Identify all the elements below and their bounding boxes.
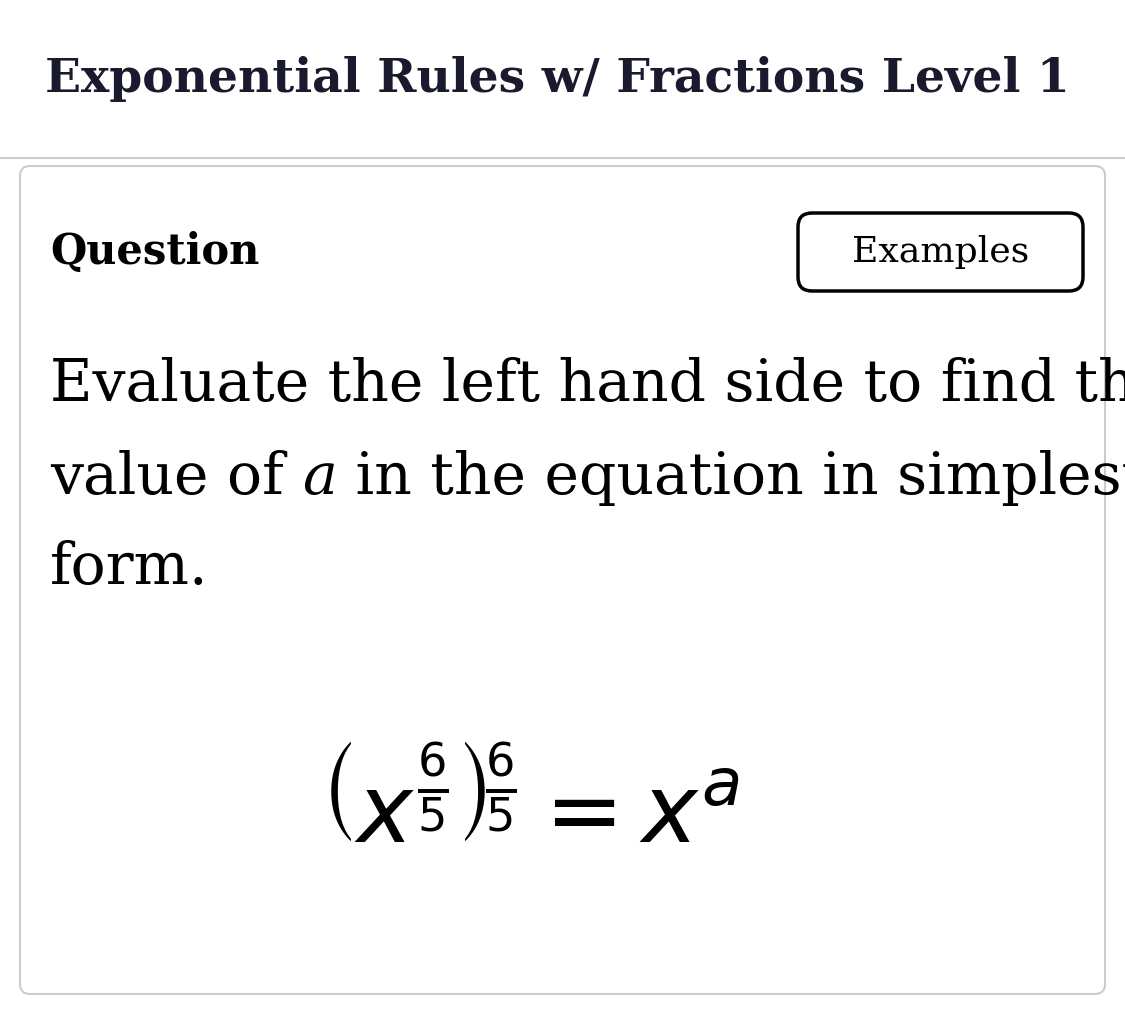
Text: $\left(x^{\frac{6}{5}}\right)^{\!\frac{6}{5}} = x^{a}$: $\left(x^{\frac{6}{5}}\right)^{\!\frac{6… [319,757,740,862]
Bar [0,0,1125,158]
FancyBboxPatch shape [798,213,1083,291]
Text: Question: Question [50,231,260,273]
Text: Exponential Rules w/ Fractions Level 1: Exponential Rules w/ Fractions Level 1 [45,56,1070,102]
Text: Evaluate the left hand side to find the: Evaluate the left hand side to find the [50,357,1125,413]
FancyBboxPatch shape [20,166,1105,994]
Text: in the equation in simplest: in the equation in simplest [338,450,1125,506]
Text: value of: value of [50,450,303,506]
Text: Examples: Examples [852,235,1029,269]
Text: a: a [303,450,338,507]
Text: form.: form. [50,540,208,596]
